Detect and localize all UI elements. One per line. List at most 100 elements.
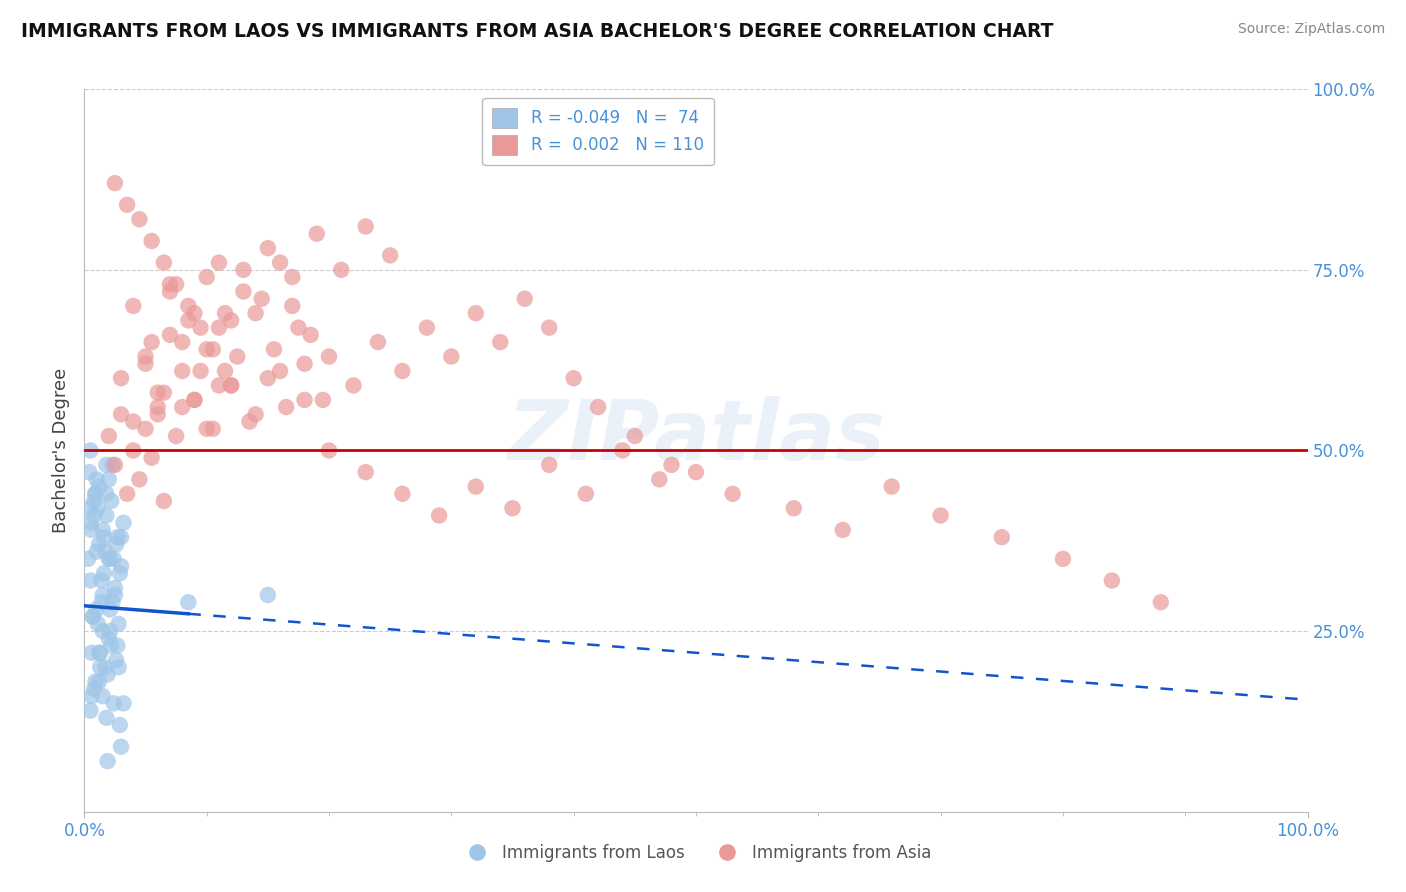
Point <box>146 407 169 421</box>
Point <box>93 566 115 581</box>
Point <box>575 487 598 501</box>
Point <box>141 234 163 248</box>
Point <box>96 487 118 501</box>
Point <box>318 350 340 364</box>
Point <box>380 248 402 262</box>
Point <box>79 574 101 588</box>
Point <box>263 343 285 357</box>
Point <box>86 544 108 558</box>
Point <box>195 270 218 285</box>
Point <box>104 176 127 190</box>
Point <box>87 537 110 551</box>
Point <box>226 350 249 364</box>
Point <box>391 487 413 501</box>
Point <box>281 299 304 313</box>
Point <box>84 487 107 501</box>
Point <box>105 530 128 544</box>
Point <box>110 559 132 574</box>
Point <box>97 667 120 681</box>
Point <box>104 581 127 595</box>
Point <box>105 653 128 667</box>
Point <box>93 530 115 544</box>
Point <box>94 544 117 558</box>
Point <box>135 357 157 371</box>
Point <box>214 306 236 320</box>
Point <box>214 364 236 378</box>
Point <box>107 660 129 674</box>
Point <box>112 696 135 710</box>
Point <box>219 313 242 327</box>
Point <box>190 364 212 378</box>
Point <box>97 429 120 443</box>
Point <box>86 602 108 616</box>
Point <box>146 400 169 414</box>
Point <box>1150 595 1173 609</box>
Point <box>354 219 377 234</box>
Point <box>101 595 124 609</box>
Legend: Immigrants from Laos, Immigrants from Asia: Immigrants from Laos, Immigrants from As… <box>454 837 938 869</box>
Point <box>305 227 328 241</box>
Point <box>183 392 205 407</box>
Point <box>96 458 118 472</box>
Point <box>342 378 364 392</box>
Point <box>96 508 118 523</box>
Point <box>183 392 205 407</box>
Point <box>269 364 291 378</box>
Point <box>91 523 114 537</box>
Point <box>294 357 316 371</box>
Point <box>87 480 110 494</box>
Point <box>219 378 242 392</box>
Point <box>538 458 561 472</box>
Point <box>991 530 1014 544</box>
Point <box>165 277 187 292</box>
Point <box>115 487 138 501</box>
Point <box>141 334 163 349</box>
Point <box>83 508 105 523</box>
Point <box>110 371 132 385</box>
Point <box>122 299 145 313</box>
Point <box>685 465 707 479</box>
Point <box>86 472 108 486</box>
Point <box>232 285 254 299</box>
Point <box>104 458 127 472</box>
Point <box>77 501 100 516</box>
Point <box>82 609 104 624</box>
Point <box>318 443 340 458</box>
Point <box>135 422 157 436</box>
Point <box>135 350 157 364</box>
Point <box>299 327 322 342</box>
Point <box>513 292 536 306</box>
Point <box>201 343 224 357</box>
Point <box>276 400 298 414</box>
Point <box>153 385 176 400</box>
Point <box>153 494 176 508</box>
Point <box>90 595 112 609</box>
Point <box>87 501 110 516</box>
Point <box>122 415 145 429</box>
Point <box>208 255 231 269</box>
Point <box>648 472 671 486</box>
Point <box>105 537 128 551</box>
Point <box>159 277 181 292</box>
Point <box>208 320 231 334</box>
Point <box>112 516 135 530</box>
Point <box>110 407 132 421</box>
Text: IMMIGRANTS FROM LAOS VS IMMIGRANTS FROM ASIA BACHELOR'S DEGREE CORRELATION CHART: IMMIGRANTS FROM LAOS VS IMMIGRANTS FROM … <box>21 22 1053 41</box>
Point <box>427 508 450 523</box>
Point <box>91 624 114 639</box>
Point <box>108 718 131 732</box>
Point <box>146 385 169 400</box>
Point <box>110 530 132 544</box>
Point <box>89 660 111 674</box>
Point <box>79 704 101 718</box>
Point <box>80 523 103 537</box>
Point <box>624 429 647 443</box>
Point <box>79 443 101 458</box>
Point <box>183 306 205 320</box>
Point <box>416 320 439 334</box>
Point <box>100 639 122 653</box>
Point <box>367 334 389 349</box>
Point <box>159 327 181 342</box>
Point <box>312 392 335 407</box>
Point <box>538 320 561 334</box>
